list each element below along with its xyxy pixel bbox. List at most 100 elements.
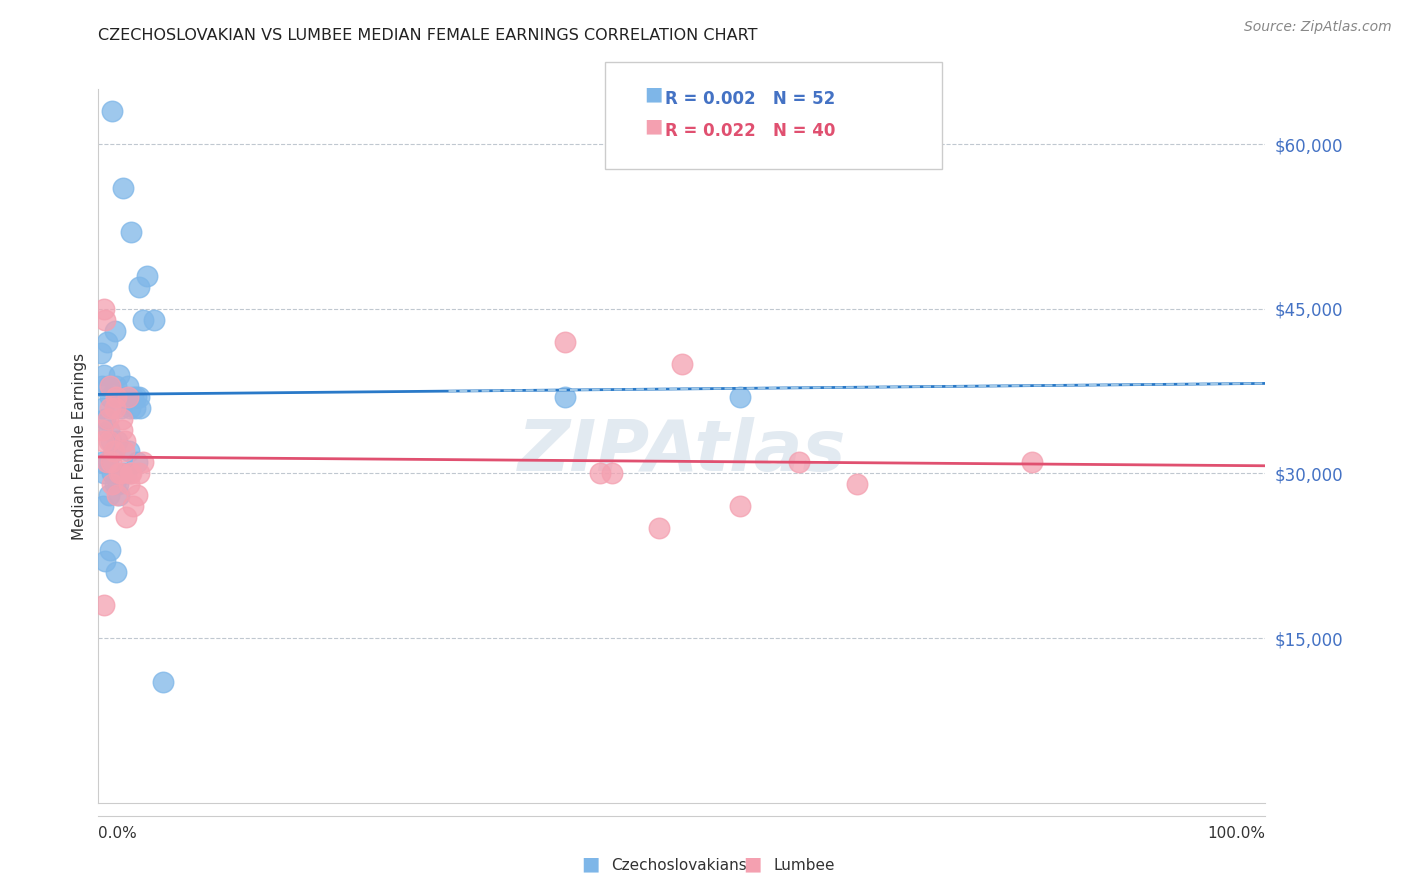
Point bbox=[125, 390, 148, 404]
Point bbox=[111, 423, 134, 437]
Point bbox=[122, 390, 145, 404]
Text: ■: ■ bbox=[742, 855, 762, 873]
Point bbox=[91, 434, 114, 448]
Point bbox=[115, 510, 138, 524]
Point bbox=[111, 411, 134, 425]
Point bbox=[600, 467, 623, 481]
Point bbox=[730, 500, 752, 514]
Point bbox=[94, 312, 117, 326]
Point bbox=[91, 500, 114, 514]
Point bbox=[120, 467, 142, 481]
Point bbox=[107, 477, 129, 491]
Point bbox=[104, 324, 127, 338]
Point bbox=[120, 225, 142, 239]
Point bbox=[112, 444, 135, 458]
Point bbox=[100, 434, 122, 448]
Point bbox=[129, 401, 152, 415]
Point bbox=[98, 543, 121, 558]
Point bbox=[143, 312, 166, 326]
Point bbox=[93, 301, 115, 316]
Point bbox=[96, 334, 118, 349]
Point bbox=[98, 401, 121, 415]
Point bbox=[110, 467, 132, 481]
Point bbox=[124, 401, 146, 415]
Y-axis label: Median Female Earnings: Median Female Earnings bbox=[72, 352, 87, 540]
Point bbox=[97, 423, 120, 437]
Text: 0.0%: 0.0% bbox=[98, 827, 138, 841]
Point bbox=[104, 401, 127, 415]
Point bbox=[111, 390, 134, 404]
Point bbox=[103, 444, 125, 458]
Text: Czechoslovakians: Czechoslovakians bbox=[612, 858, 748, 872]
Point bbox=[114, 434, 136, 448]
Point bbox=[118, 467, 141, 481]
Point bbox=[846, 477, 869, 491]
Text: ■: ■ bbox=[644, 85, 662, 103]
Point bbox=[97, 488, 120, 502]
Point bbox=[115, 467, 138, 481]
Point bbox=[589, 467, 612, 481]
Point bbox=[90, 423, 112, 437]
Point bbox=[114, 390, 136, 404]
Point bbox=[101, 104, 124, 119]
Point bbox=[671, 357, 693, 371]
Point bbox=[94, 411, 117, 425]
Point bbox=[787, 455, 810, 469]
Point bbox=[93, 467, 115, 481]
Point bbox=[96, 455, 118, 469]
Point bbox=[104, 390, 127, 404]
Point bbox=[90, 378, 112, 392]
Point bbox=[125, 455, 148, 469]
Point bbox=[554, 334, 576, 349]
Text: Source: ZipAtlas.com: Source: ZipAtlas.com bbox=[1244, 21, 1392, 34]
Point bbox=[98, 390, 121, 404]
Point bbox=[108, 467, 131, 481]
Point bbox=[554, 390, 576, 404]
Text: ZIPAtlas: ZIPAtlas bbox=[517, 417, 846, 486]
Point bbox=[103, 444, 125, 458]
Text: Lumbee: Lumbee bbox=[773, 858, 835, 872]
Point bbox=[132, 312, 155, 326]
Point bbox=[112, 467, 135, 481]
Point bbox=[128, 280, 150, 294]
Point bbox=[152, 675, 174, 690]
Point bbox=[97, 378, 120, 392]
Point bbox=[132, 455, 155, 469]
Point bbox=[125, 488, 148, 502]
Point bbox=[90, 345, 112, 359]
Point bbox=[111, 181, 134, 195]
Point bbox=[647, 521, 669, 535]
Point bbox=[104, 378, 127, 392]
Point bbox=[104, 566, 127, 580]
Point bbox=[136, 268, 159, 283]
Point bbox=[93, 368, 115, 382]
Point bbox=[110, 401, 132, 415]
Text: ■: ■ bbox=[644, 116, 662, 135]
Point bbox=[101, 467, 124, 481]
Point bbox=[128, 467, 150, 481]
Text: R = 0.022   N = 40: R = 0.022 N = 40 bbox=[665, 121, 835, 139]
Point bbox=[730, 390, 752, 404]
Point bbox=[90, 455, 112, 469]
Point bbox=[117, 390, 139, 404]
Point bbox=[101, 477, 124, 491]
Point bbox=[97, 455, 120, 469]
Point bbox=[98, 378, 121, 392]
Point bbox=[94, 554, 117, 568]
Point bbox=[118, 444, 141, 458]
Point bbox=[1021, 455, 1043, 469]
Point bbox=[100, 455, 122, 469]
Point bbox=[97, 434, 120, 448]
Point bbox=[118, 477, 141, 491]
Point bbox=[108, 368, 131, 382]
Point bbox=[128, 390, 150, 404]
Point bbox=[105, 488, 128, 502]
Text: ■: ■ bbox=[581, 855, 600, 873]
Point bbox=[118, 401, 141, 415]
Point bbox=[91, 401, 114, 415]
Point bbox=[104, 477, 127, 491]
Text: R = 0.002   N = 52: R = 0.002 N = 52 bbox=[665, 90, 835, 108]
Text: 100.0%: 100.0% bbox=[1208, 827, 1265, 841]
Point bbox=[97, 411, 120, 425]
Point bbox=[117, 378, 139, 392]
